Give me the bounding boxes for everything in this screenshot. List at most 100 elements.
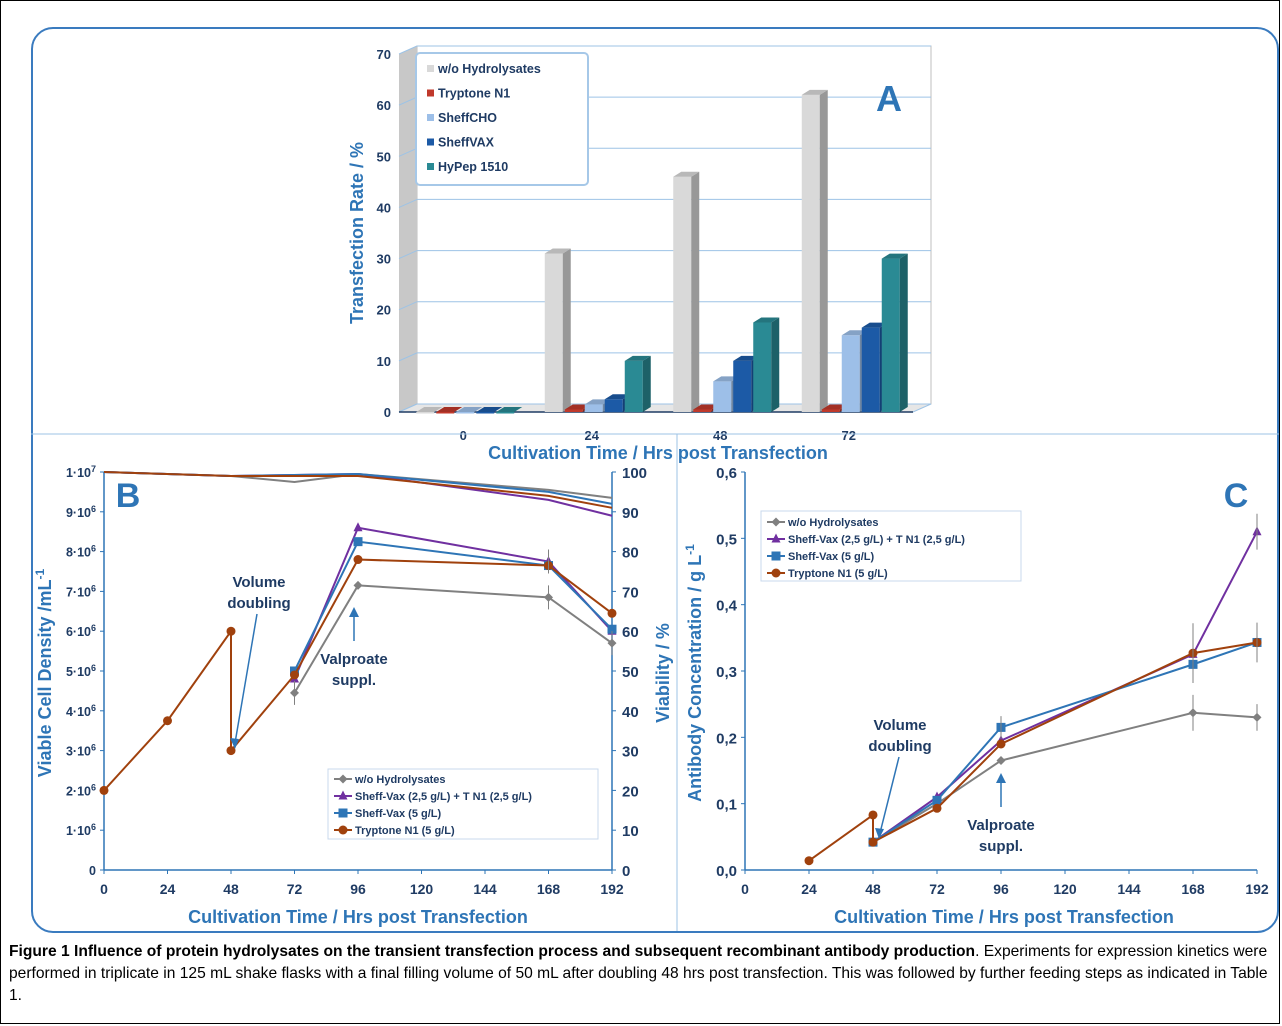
panel-b-letter: B — [116, 477, 141, 515]
panel-c-xtick-label: 24 — [801, 881, 817, 897]
panel-c-xtick-label: 0 — [741, 881, 749, 897]
panel-c-xtick-label: 168 — [1181, 881, 1205, 897]
panel-b-viability-line — [103, 471, 613, 509]
panel-c-ytick-label: 0,1 — [716, 797, 737, 814]
panel-c-arrowhead-valproate — [996, 773, 1006, 783]
panel-a-bar-front — [456, 412, 475, 414]
panel-a-legend-swatch — [427, 163, 434, 170]
panel-b-data-point — [353, 522, 363, 532]
panel-a-gridline-side — [398, 147, 418, 157]
panel-b-data-point — [353, 537, 363, 547]
panel-b-y2-axis-title: Viability / % — [653, 623, 673, 723]
panel-a-bar-front — [416, 412, 435, 414]
panel-b-legend-label: w/o Hydrolysates — [354, 774, 445, 786]
panel-a-bar — [416, 407, 443, 414]
panel-b-x-axis-title: Cultivation Time / Hrs post Transfection — [188, 907, 528, 927]
panel-c-xtick-label: 48 — [865, 881, 881, 897]
panel-b-y2tick-label: 20 — [622, 783, 639, 800]
panel-a-bar-front — [584, 404, 603, 412]
panel-b-annotation-valproate-2: suppl. — [332, 672, 376, 689]
panel-b-xtick-label: 144 — [473, 881, 497, 897]
panel-b-data-point — [353, 580, 363, 590]
panel-a-ytick-label: 40 — [377, 200, 391, 215]
panel-a-legend-swatch — [427, 114, 434, 121]
panel-a-ytick-label: 0 — [384, 405, 391, 420]
panel-a-bar-front — [544, 253, 563, 412]
panel-b-ytick-label: 9·106 — [66, 504, 96, 520]
panel-b-legend-label: Sheff-Vax (2,5 g/L) + T N1 (2,5 g/L) — [355, 791, 532, 803]
panel-a-bar-top — [436, 407, 463, 412]
panel-a-bar-front — [436, 412, 455, 414]
panel-b-xtick-label: 192 — [600, 881, 624, 897]
panel-b-arrowhead-valproate — [349, 607, 359, 617]
panel-b-xtick-label: 96 — [350, 881, 366, 897]
panel-b-ytick-label: 3·106 — [66, 743, 96, 759]
panel-c-xtick-label: 192 — [1245, 881, 1269, 897]
panel-a-bar-front — [733, 360, 752, 412]
panel-a-bar-top — [584, 399, 611, 405]
panel-a-letter: A — [876, 78, 902, 119]
panel-b-legend-marker — [338, 790, 348, 800]
panel-a-gridline-side — [398, 96, 418, 106]
panel-a-legend-label: Tryptone N1 — [438, 87, 510, 101]
panel-c-x-axis-title: Cultivation Time / Hrs post Transfection — [834, 907, 1174, 927]
panel-c-data-point — [996, 756, 1006, 766]
panel-b-legend-box — [327, 768, 599, 840]
panel-b-legend-marker — [338, 808, 348, 818]
figure-charts: 0 10 20 30 40 50 60 70 0 24 48 72 Transfection Rate … — [31, 45, 1279, 931]
panel-a-bar — [436, 407, 463, 414]
panel-b-legend-label: Sheff-Vax (5 g/L) — [355, 808, 442, 820]
panel-b-ytick-label: 1·107 — [66, 464, 96, 480]
panel-a-legend-swatch — [427, 65, 434, 72]
panel-b-arrowhead-volume — [230, 738, 239, 749]
panel-a-bar-front — [753, 322, 772, 412]
panel-b-annotation-valproate: Valproate — [320, 651, 388, 668]
panel-b-vcd-line — [293, 584, 613, 694]
panel-a-bar-side — [819, 89, 828, 413]
panel-a-gridline-side — [398, 45, 418, 55]
panel-a-bar-front — [476, 412, 495, 414]
panel-a-ytick-label: 60 — [377, 98, 391, 113]
panel-b-chart: 0 1·106 2·106 3·106 4·106 5·106 6·106 7·106 8·10… — [31, 433, 1279, 931]
panel-b-xtick-label: 0 — [100, 881, 108, 897]
caption-title: Figure 1 Influence of protein hydrolysat… — [9, 943, 976, 960]
panel-b-xtick-label: 120 — [410, 881, 434, 897]
panel-a-bar-front — [693, 409, 712, 412]
panel-a-bar-top — [604, 394, 631, 400]
panel-a-bar-front — [564, 409, 583, 412]
panel-a-gridline-side — [398, 198, 418, 208]
panel-a-ytick-label: 30 — [377, 252, 391, 267]
panel-a-bar-side — [771, 317, 780, 412]
panel-a-bar-side — [562, 248, 571, 412]
panel-c-legend-label: Sheff-Vax (5 g/L) — [788, 551, 875, 563]
panel-a-bar-front — [841, 335, 860, 412]
panel-b-ytick-label: 2·106 — [66, 782, 96, 798]
panel-a-bar-front — [713, 381, 732, 412]
panel-b-data-point — [226, 626, 236, 636]
panel-b-ytick-label: 1·106 — [66, 822, 96, 838]
panel-c-data-point — [996, 739, 1006, 749]
panel-b-xtick-label: 168 — [537, 881, 561, 897]
panel-a-bar-top — [841, 330, 868, 336]
panel-a-bar-top — [673, 171, 700, 177]
panel-a-xtick-label: 0 — [460, 428, 467, 443]
panel-a-bar-side — [691, 171, 700, 412]
panel-b-annotation-volume: Volume — [232, 574, 285, 591]
panel-a-chart: 0 10 20 30 40 50 60 70 0 24 48 72 Transfection Rate … — [347, 45, 932, 463]
panel-c-ytick-label: 0,6 — [716, 465, 737, 482]
panel-a-bar-top — [821, 404, 848, 410]
panel-a-ytick-label: 50 — [377, 149, 391, 164]
panel-c-line — [872, 711, 1258, 843]
panel-a-xtick-label: 24 — [585, 428, 600, 443]
panel-b-y2tick-label: 80 — [622, 545, 639, 562]
panel-c-y-axis-title: Antibody Concentration / g L-1 — [683, 544, 705, 802]
panel-a-ytick-label: 20 — [377, 303, 391, 318]
panel-a-bar-front — [821, 409, 840, 412]
panel-b-data-point — [99, 785, 109, 795]
figure-caption: Figure 1 Influence of protein hydrolysat… — [9, 941, 1275, 1007]
panel-c-ytick-label: 0,4 — [716, 598, 738, 615]
panel-b-y2tick-label: 100 — [622, 465, 647, 482]
panel-b-y2tick-label: 40 — [622, 704, 639, 721]
panel-a-legend-box — [415, 52, 589, 186]
